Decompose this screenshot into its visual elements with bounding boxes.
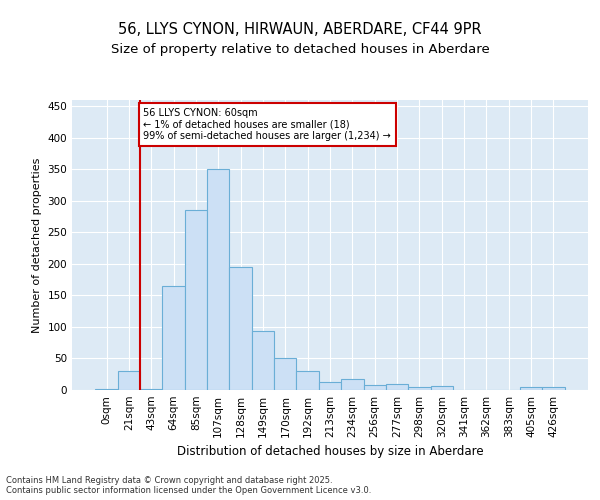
Bar [163,286,185,390]
Bar [364,385,386,390]
Bar [319,382,341,390]
Bar [185,210,207,390]
Bar [296,371,319,390]
Bar [341,380,364,390]
Bar [252,332,274,390]
Bar [207,170,229,390]
Bar [274,358,296,390]
Bar [229,267,252,390]
Bar [386,384,408,390]
Bar [520,387,542,390]
Text: 56 LLYS CYNON: 60sqm
← 1% of detached houses are smaller (18)
99% of semi-detach: 56 LLYS CYNON: 60sqm ← 1% of detached ho… [143,108,391,141]
Y-axis label: Number of detached properties: Number of detached properties [32,158,42,332]
Bar [408,387,431,390]
Text: Contains HM Land Registry data © Crown copyright and database right 2025.
Contai: Contains HM Land Registry data © Crown c… [6,476,371,495]
Text: Size of property relative to detached houses in Aberdare: Size of property relative to detached ho… [110,42,490,56]
Bar [118,371,140,390]
Bar [542,387,565,390]
Bar [431,386,453,390]
Text: 56, LLYS CYNON, HIRWAUN, ABERDARE, CF44 9PR: 56, LLYS CYNON, HIRWAUN, ABERDARE, CF44 … [118,22,482,38]
X-axis label: Distribution of detached houses by size in Aberdare: Distribution of detached houses by size … [176,446,484,458]
Bar [95,388,118,390]
